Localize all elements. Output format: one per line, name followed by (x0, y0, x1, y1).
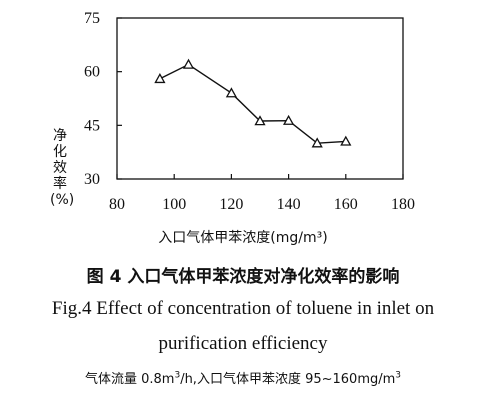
plot-frame (116, 17, 404, 180)
x-axis-label: 入口气体甲苯浓度(mg/m³) (158, 230, 328, 246)
y-tick-label: 75 (84, 10, 100, 27)
x-tick-label: 140 (277, 196, 301, 213)
caption-english-line2: purification efficiency (158, 333, 328, 354)
y-axis-label: 净化效率(%) (50, 128, 75, 208)
x-tick-label: 100 (162, 196, 186, 213)
series-markers (154, 58, 352, 148)
caption-chinese: 图 4 入口气体甲苯浓度对净化效率的影响 (86, 267, 400, 287)
note-text-1: 气体流量 0.8m (84, 372, 175, 387)
y-tick-label: 45 (84, 117, 100, 134)
y-tick-label: 30 (84, 171, 100, 188)
data-point-marker (340, 135, 352, 146)
x-tick-label: 180 (391, 196, 415, 213)
data-point-marker (254, 115, 266, 126)
note-superscript-2: 3 (395, 370, 402, 381)
x-tick-label: 80 (109, 196, 125, 213)
x-tick-label: 160 (334, 196, 358, 213)
y-axis-ticks: 75 60 45 30 (84, 10, 122, 188)
data-point-marker (154, 72, 166, 84)
note-text-2: /h,入口气体甲苯浓度 95~160mg/m (180, 372, 396, 387)
x-axis-ticks: 80 100 120 140 160 180 (109, 174, 415, 213)
caption-english-line1: Fig.4 Effect of concentration of toluene… (51, 298, 435, 319)
experimental-conditions-note: 气体流量 0.8m3/h,入口气体甲苯浓度 95~160mg/m3 (0, 368, 486, 387)
y-tick-label: 60 (84, 64, 100, 81)
data-point-marker (311, 137, 323, 148)
series-line (159, 63, 346, 144)
data-point-marker (182, 58, 195, 69)
x-tick-label: 120 (219, 196, 243, 213)
data-point-marker (282, 114, 295, 125)
note-superscript-1: 3 (174, 370, 181, 381)
data-point-marker (225, 87, 238, 98)
